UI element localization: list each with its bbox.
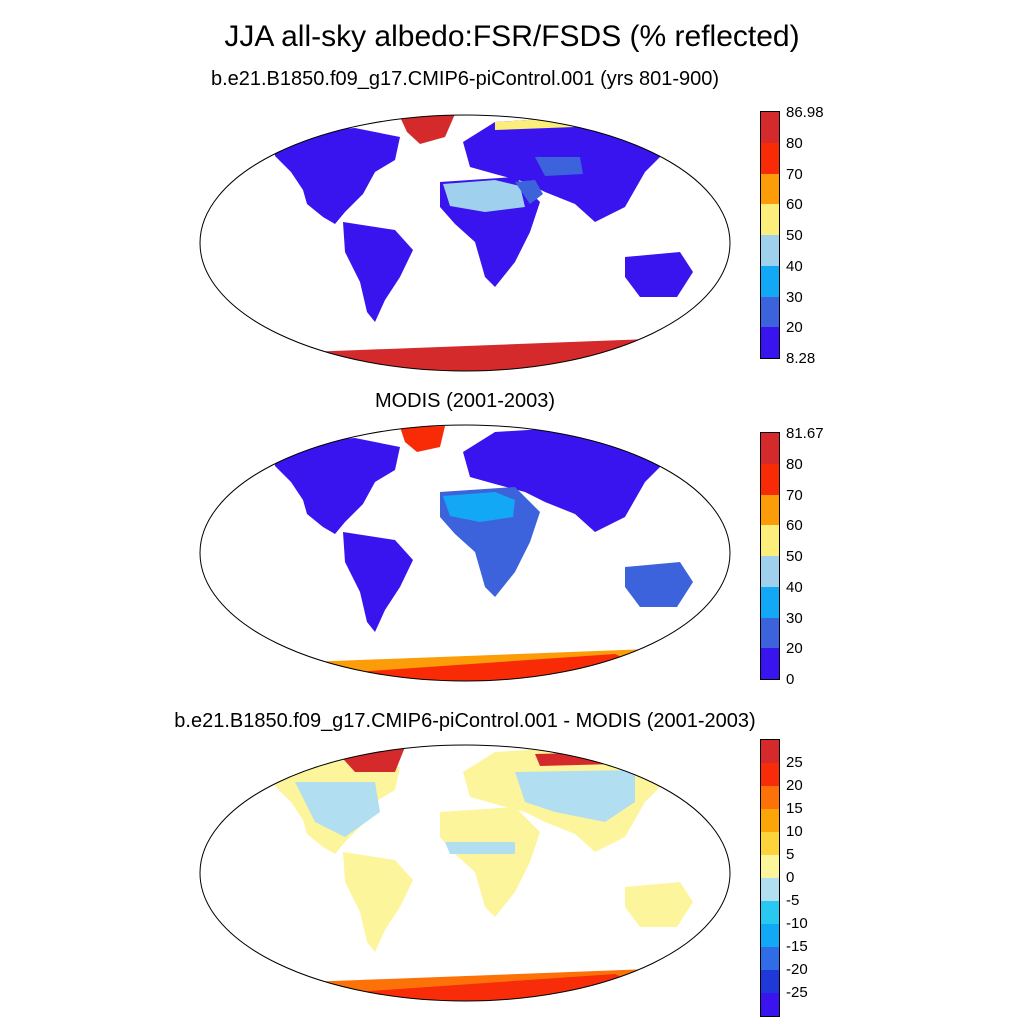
arabia-desert [515, 180, 543, 204]
cbar-2-tick: 0 [786, 671, 795, 688]
cbar-2-tick: 70 [786, 487, 803, 504]
sahel-blue [445, 842, 515, 854]
cbar-3-tick: 15 [786, 800, 803, 817]
panel-1-title: b.e21.B1850.f09_g17.CMIP6-piControl.001 … [210, 68, 720, 90]
cbar-2-max-label: 81.67 [786, 425, 824, 442]
australia [625, 562, 693, 607]
cbar-1-tick: 20 [786, 319, 803, 336]
australia [625, 252, 693, 297]
cbar-2-tick: 20 [786, 640, 803, 657]
cbar-3-tick: -25 [786, 984, 808, 1001]
cbar-2-tick: 30 [786, 610, 803, 627]
cbar-1-tick: 60 [786, 196, 803, 213]
cbar-3-tick: 20 [786, 777, 803, 794]
asia-blue [515, 770, 635, 822]
sahara [443, 492, 515, 522]
australia [625, 882, 693, 927]
panel-2-title: MODIS (2001-2003) [374, 390, 556, 412]
cbar-2-tick: 40 [786, 579, 803, 596]
cbar-3-tick: -5 [786, 892, 800, 909]
cbar-1-max-label: 86.98 [786, 104, 824, 121]
cbar-1-min-label: 8.28 [786, 350, 816, 367]
cbar-2-tick: 50 [786, 548, 803, 565]
greenland [400, 115, 455, 144]
panel-3-colorbar [760, 739, 780, 1017]
south-america [343, 852, 413, 952]
cbar-2-tick: 60 [786, 517, 803, 534]
central-asia [535, 157, 583, 176]
south-america [343, 532, 413, 632]
cbar-3-tick: 25 [786, 754, 803, 771]
antarctica [215, 338, 715, 371]
cbar-1-tick: 30 [786, 289, 803, 306]
north-america [273, 128, 400, 224]
cbar-3-tick: 0 [786, 869, 795, 886]
panel-1-map [199, 114, 731, 372]
panel-3-map [199, 744, 731, 1002]
cbar-1-tick: 70 [786, 166, 803, 183]
cbar-3-tick: 10 [786, 823, 803, 840]
cbar-3-tick: 5 [786, 846, 795, 863]
north-america-blue [295, 782, 380, 837]
cbar-3-tick: -10 [786, 915, 808, 932]
cbar-1-tick: 50 [786, 227, 803, 244]
africa [440, 807, 540, 917]
cbar-3-tick: -15 [786, 938, 808, 955]
eurasia [463, 427, 665, 532]
greenland [400, 426, 445, 452]
cbar-1-tick: 40 [786, 258, 803, 275]
panel-1-colorbar [760, 111, 780, 359]
figure-title: JJA all-sky albedo:FSR/FSDS (% reflected… [224, 20, 800, 53]
north-america [273, 438, 400, 534]
cbar-2-tick: 80 [786, 456, 803, 473]
sahara [443, 180, 525, 212]
cbar-3-tick: -20 [786, 961, 808, 978]
panel-3-title: b.e21.B1850.f09_g17.CMIP6-piControl.001 … [174, 710, 756, 732]
panel-2-colorbar [760, 432, 780, 680]
panel-2-map [199, 424, 731, 682]
south-america [343, 222, 413, 322]
cbar-1-tick: 80 [786, 135, 803, 152]
